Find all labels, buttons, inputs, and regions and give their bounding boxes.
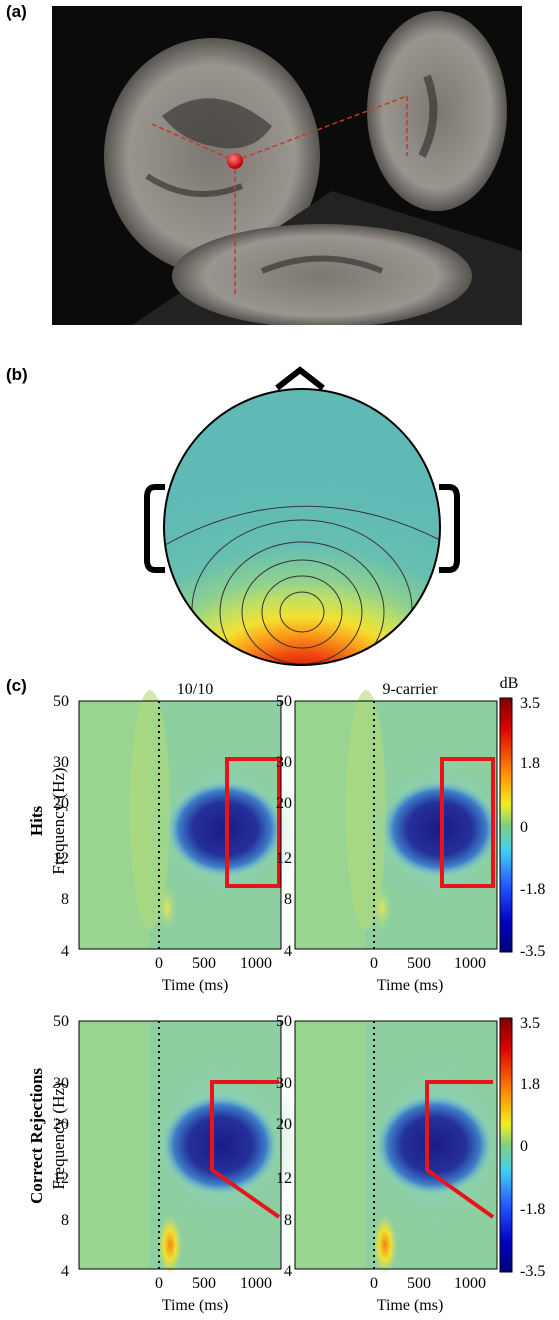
xtick: 1000 — [454, 955, 486, 972]
scalp-topography — [144, 366, 460, 666]
x-axis-label: Time (ms) — [377, 977, 444, 994]
colorbar — [499, 1017, 513, 1273]
ytick: 4 — [61, 943, 69, 960]
row-ylabel-hits: Frequency (Hz) — [49, 767, 68, 874]
row-hits: Hits Frequency (Hz) 50 30 — [27, 690, 545, 994]
roi-box — [225, 757, 281, 888]
axial-slice — [172, 224, 472, 325]
xtick: 1000 — [240, 955, 272, 972]
ytick: 8 — [61, 891, 69, 908]
ytick: 20 — [53, 795, 69, 812]
roi-box — [425, 1080, 495, 1219]
xtick: 0 — [155, 955, 163, 972]
mri-illustration — [104, 11, 522, 325]
x-axis-label: Time (ms) — [162, 1297, 229, 1314]
tf-plot-hits-9-carrier — [294, 690, 515, 950]
ytick: 20 — [53, 1116, 69, 1133]
x-axis-label: Time (ms) — [377, 1297, 444, 1314]
colorbar — [499, 697, 513, 953]
tf-plot-hits-10-10 — [78, 690, 300, 950]
ytick: 8 — [284, 1212, 292, 1229]
left-ear — [144, 484, 165, 573]
panel-label-a: (a) — [6, 2, 27, 21]
xtick: 0 — [370, 1275, 378, 1292]
colorbar-tick: -1.8 — [520, 881, 545, 898]
ytick: 50 — [53, 1013, 69, 1030]
ytick: 8 — [284, 891, 292, 908]
xtick: 0 — [155, 1275, 163, 1292]
ytick: 8 — [61, 1212, 69, 1229]
xtick: 500 — [407, 1275, 431, 1292]
sagittal-slice — [104, 38, 320, 274]
xtick: 500 — [407, 955, 431, 972]
time-frequency-plots: 10/10 9-carrier dB Hits Frequency (Hz) — [27, 675, 545, 1314]
row-correct-rejections: Correct Rejections Frequency (Hz) 50 30 … — [27, 1013, 545, 1314]
colorbar-unit: dB — [500, 675, 519, 692]
colorbar-tick: -3.5 — [520, 943, 545, 960]
xtick: 500 — [192, 955, 216, 972]
colorbar-tick: 3.5 — [520, 695, 540, 712]
xtick: 500 — [192, 1275, 216, 1292]
ytick: 4 — [284, 943, 292, 960]
ytick: 50 — [276, 1013, 292, 1030]
panel-label-b: (b) — [6, 365, 28, 384]
ytick: 12 — [276, 850, 292, 867]
crosshair-line — [234, 95, 408, 162]
tf-plot-cr-10-10 — [78, 1020, 303, 1275]
column-title-10-10: 10/10 — [177, 681, 213, 698]
ytick: 30 — [276, 754, 292, 771]
ytick: 50 — [276, 693, 292, 710]
x-axis-label: Time (ms) — [162, 977, 229, 994]
roi-box — [210, 1080, 281, 1219]
ytick: 30 — [53, 754, 69, 771]
colorbar-tick: 0 — [520, 819, 528, 836]
nose-marker — [275, 366, 325, 391]
ytick: 4 — [61, 1263, 69, 1280]
ytick: 20 — [276, 1116, 292, 1133]
colorbar-tick: -1.8 — [520, 1201, 545, 1218]
ytick: 12 — [276, 1170, 292, 1187]
roi-box — [440, 757, 495, 888]
row-title-correct-rejections: Correct Rejections — [27, 1068, 46, 1204]
colorbar-tick: 0 — [520, 1138, 528, 1155]
colorbar-tick: 1.8 — [520, 1076, 540, 1093]
ytick: 4 — [284, 1263, 292, 1280]
colorbar-tick: -3.5 — [520, 1263, 545, 1280]
row-ylabel-correct-rejections: Frequency (Hz) — [49, 1082, 68, 1189]
row-title-hits: Hits — [27, 806, 46, 837]
xtick: 0 — [370, 955, 378, 972]
colorbar-tick: 3.5 — [520, 1015, 540, 1032]
tf-plot-cr-9-carrier — [294, 1020, 517, 1275]
ytick: 30 — [276, 1075, 292, 1092]
ytick: 12 — [53, 850, 69, 867]
xtick: 1000 — [454, 1275, 486, 1292]
mri-brain-views — [52, 6, 522, 325]
source-location-marker — [227, 153, 243, 169]
xtick: 1000 — [240, 1275, 272, 1292]
ytick: 20 — [276, 795, 292, 812]
crosshair-line — [151, 123, 236, 162]
right-ear — [439, 484, 460, 573]
head-outline — [163, 388, 441, 666]
ytick: 12 — [53, 1170, 69, 1187]
ytick: 50 — [53, 693, 69, 710]
panel-label-c: (c) — [6, 676, 27, 695]
colorbar-tick: 1.8 — [520, 755, 540, 772]
column-title-9-carrier: 9-carrier — [382, 681, 438, 698]
ytick: 30 — [53, 1075, 69, 1092]
